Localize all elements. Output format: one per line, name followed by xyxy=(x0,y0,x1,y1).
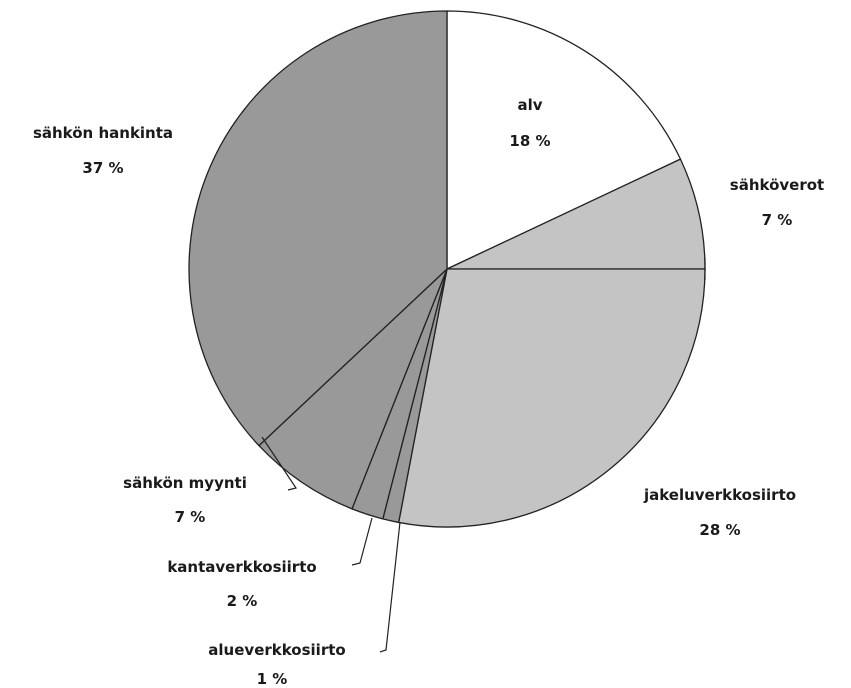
leader-line-alueverkkosiirto xyxy=(379,521,401,653)
pie-slice-2 xyxy=(397,268,706,528)
leader-line-kantaverkkosiirto xyxy=(351,517,373,566)
label-jakeluverkkosiirto: jakeluverkkosiirto xyxy=(643,486,796,504)
pie-slice-5 xyxy=(258,268,448,510)
pie-slice-0 xyxy=(446,10,682,271)
value-alueverkkosiirto: 1 % xyxy=(257,670,288,688)
value-sahkoverot: 7 % xyxy=(762,211,793,229)
value-sahkon-myynti: 7 % xyxy=(175,508,206,526)
label-sahkoverot: sähköverot xyxy=(730,176,824,194)
label-alueverkkosiirto: alueverkkosiirto xyxy=(208,641,345,659)
value-jakeluverkkosiirto: 28 % xyxy=(699,521,740,539)
label-sahkon-hankinta: sähkön hankinta xyxy=(33,124,173,142)
label-kantaverkkosiirto: kantaverkkosiirto xyxy=(167,558,316,576)
value-kantaverkkosiirto: 2 % xyxy=(227,592,258,610)
value-sahkon-hankinta: 37 % xyxy=(82,159,123,177)
label-sahkon-myynti: sähkön myynti xyxy=(123,474,247,492)
value-alv: 18 % xyxy=(509,132,550,150)
pie-slice-6 xyxy=(188,10,448,447)
label-alv: alv xyxy=(517,96,542,114)
leader-lines xyxy=(261,258,706,653)
pie-slices xyxy=(188,10,706,528)
leader-line-sahkon-myynti xyxy=(261,436,297,491)
